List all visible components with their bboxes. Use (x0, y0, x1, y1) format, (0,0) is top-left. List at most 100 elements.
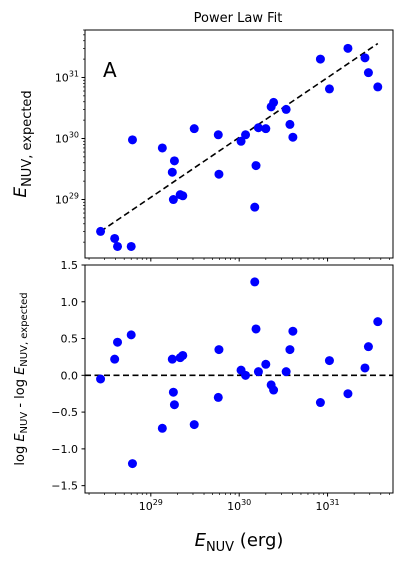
bottom-data-point (281, 367, 291, 377)
bottom-data-point (324, 356, 334, 366)
x-label-unit: (erg) (234, 530, 283, 551)
bottom-x-tick-label-exponent: 29 (153, 498, 163, 507)
top-data-point (127, 135, 137, 145)
bottom-y-tick-label: 1.5 (61, 259, 79, 272)
top-data-point (214, 169, 224, 179)
top-data-point (315, 54, 325, 64)
top-y-tick-label-exponent: 31 (69, 69, 79, 78)
top-data-point (285, 119, 295, 129)
top-y-tick-label-exponent: 29 (69, 192, 79, 201)
bottom-data-point (96, 374, 106, 384)
bottom-data-point (126, 330, 136, 340)
top-data-point (373, 82, 383, 92)
bottom-data-point (113, 337, 123, 347)
top-panel-points (96, 43, 383, 251)
bottom-y-tick-label: −1.5 (51, 480, 78, 493)
top-data-point (269, 97, 279, 107)
y-label-subscript: NUV, expected (20, 90, 35, 187)
top-panel-y-axis-label: ENUV, expected (11, 90, 35, 197)
x-label-e: E (195, 530, 207, 551)
bottom-data-point (167, 354, 177, 364)
y-label-part-4: - log (13, 375, 28, 412)
top-data-point (343, 43, 353, 53)
top-y-tick-label-exponent: 30 (69, 130, 79, 139)
top-data-point (360, 53, 370, 63)
bottom-panel-points (96, 277, 383, 469)
bottom-data-point (178, 350, 188, 360)
top-y-tick-label: 1031 (55, 69, 79, 84)
bottom-data-point (214, 345, 224, 355)
bottom-data-point (360, 363, 370, 373)
bottom-x-tick-label: 1030 (227, 498, 251, 513)
top-data-point (168, 195, 178, 205)
bottom-data-point (213, 392, 223, 402)
bottom-data-point (251, 324, 261, 334)
bottom-x-tick-label-exponent: 30 (241, 498, 251, 507)
y-label-part-2: E (13, 433, 28, 442)
bottom-data-point (373, 317, 383, 327)
top-data-point (253, 123, 263, 133)
bottom-data-point (110, 354, 120, 364)
bottom-data-point (343, 389, 353, 399)
top-data-point (169, 156, 179, 166)
bottom-x-tick-label: 1029 (139, 498, 163, 513)
bottom-data-point (250, 277, 260, 287)
top-data-point (250, 202, 260, 212)
bottom-y-tick-label: 0.5 (61, 333, 79, 346)
top-data-point (126, 241, 136, 251)
top-data-point (281, 104, 291, 114)
top-data-point (189, 124, 199, 134)
bottom-y-tick-label: 0.0 (61, 369, 79, 382)
x-label-subscript: NUV (206, 540, 234, 555)
top-data-point (110, 233, 120, 243)
x-axis-label: ENUV (erg) (195, 530, 284, 555)
bottom-data-point (168, 387, 178, 397)
bottom-data-point (363, 342, 373, 352)
bottom-data-point (269, 385, 279, 395)
top-y-tick-label-base: 10 (55, 194, 69, 207)
bottom-panel-y-axis-label: log ENUV - log ENUV, expected (13, 292, 30, 465)
bottom-x-tick-label-base: 10 (315, 500, 329, 513)
bottom-data-point (169, 400, 179, 410)
bottom-y-tick-label: −1.0 (51, 443, 78, 456)
top-data-point (213, 130, 223, 140)
top-data-point (261, 124, 271, 134)
bottom-panel-frame (84, 264, 394, 494)
top-y-tick-label: 1030 (55, 130, 79, 145)
panel-label: A (103, 58, 117, 82)
bottom-data-point (315, 398, 325, 408)
top-y-tick-label: 1029 (55, 192, 79, 207)
top-data-point (363, 68, 373, 78)
top-data-point (157, 143, 167, 153)
bottom-data-point (157, 423, 167, 433)
bottom-data-point (189, 420, 199, 430)
bottom-x-tick-label-base: 10 (227, 500, 241, 513)
bottom-y-tick-label: −0.5 (51, 406, 78, 419)
bottom-y-tick-label: 1.0 (61, 296, 79, 309)
bottom-data-point (288, 326, 298, 336)
top-data-point (178, 191, 188, 201)
top-data-point (241, 130, 251, 140)
y-label-part-6: NUV, expected (19, 292, 30, 366)
bottom-x-tick-label-exponent: 31 (329, 498, 339, 507)
bottom-data-point (285, 345, 295, 355)
bottom-data-point (253, 367, 263, 377)
bottom-data-point (241, 370, 251, 380)
bottom-x-tick-label-base: 10 (139, 500, 153, 513)
top-data-point (251, 161, 261, 171)
y-label-part-3: NUV (19, 412, 30, 434)
y-label-e: E (11, 187, 31, 198)
top-data-point (288, 132, 298, 142)
y-label-part-5: E (13, 366, 28, 375)
top-y-tick-label-base: 10 (55, 132, 69, 145)
bottom-x-tick-label: 1031 (315, 498, 339, 513)
top-data-point (324, 84, 334, 94)
top-data-point (96, 226, 106, 236)
bottom-data-point (261, 359, 271, 369)
top-y-tick-label-base: 10 (55, 71, 69, 84)
chart-title: Power Law Fit (194, 11, 283, 26)
top-data-point (113, 241, 123, 251)
